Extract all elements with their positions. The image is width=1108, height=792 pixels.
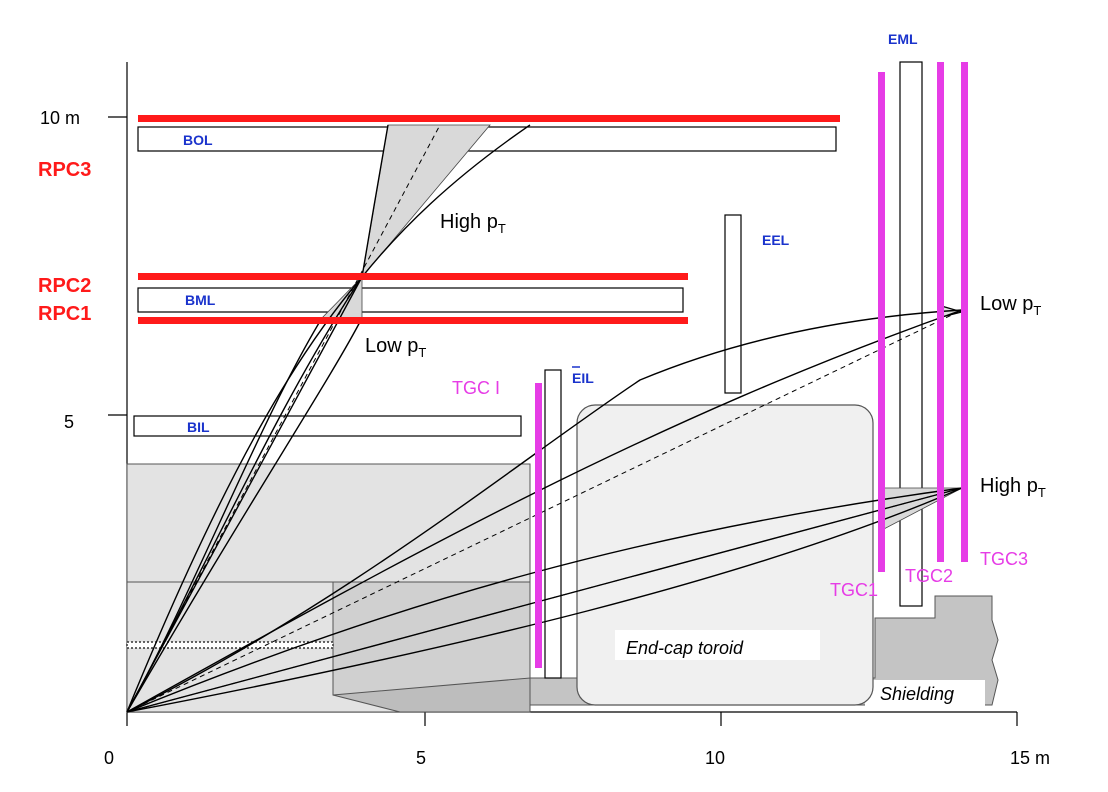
tgc-labels: TGC I TGC1 TGC2 TGC3 [452,378,1028,600]
chamber-labels: BOL BML BIL EEL EML EIL [183,31,918,435]
bml-chamber [137,287,684,313]
toroid-label: End-cap toroid [626,638,744,658]
toroid-label-bg [615,630,820,660]
endcap-track-5 [126,487,963,713]
x-tick-label-15: 15 m [1010,748,1050,768]
endcap-low-pt-label: Low pT [980,293,1041,318]
barrel-chambers [133,126,837,437]
axis-tick-labels: 0 5 10 15 m 5 10 m [40,108,1050,768]
endcap-track-2 [126,309,963,713]
tgc3-label: TGC3 [980,549,1028,569]
tgc-i-label: TGC I [452,378,500,398]
y-tick-label-10: 10 m [40,108,80,128]
trigger-roads [321,124,963,531]
rpc3-label: RPC3 [38,159,91,181]
rpc-layers [138,115,840,324]
x-tick-label-5: 5 [416,748,426,768]
y-tick-label-5: 5 [64,412,74,432]
bil-chamber [133,415,522,437]
bil-label: BIL [187,419,210,435]
rpc1-bar [138,317,688,324]
rpc3-bar [138,115,840,122]
forward-shield [332,677,531,713]
tgc-i-bar [535,383,542,668]
dashed-line-endcap-low [126,309,963,713]
hatched-layer [126,641,334,649]
tgc3-bar [961,62,968,562]
rpc1-label: RPC1 [38,303,91,325]
eil-label: EIL [572,370,594,386]
bol-label: BOL [183,132,213,148]
rpc-labels: RPC3 RPC2 RPC1 [38,159,91,325]
eml-label: EML [888,31,918,47]
shielding-label-bg [865,680,985,708]
shielding-block [529,595,999,706]
tgc1-label: TGC1 [830,580,878,600]
x-tick-label-0: 0 [104,748,114,768]
barrel-track-a [126,124,531,713]
bml-label: BML [185,292,216,308]
tgc2-bar [937,62,944,562]
pt-labels: High pT Low pT Low pT High pT [365,211,1046,500]
shielding-label: Shielding [880,684,954,704]
tgc-layers [535,62,968,668]
barrel-track-e [126,317,363,713]
shielding: Shielding [529,595,999,708]
eml-chamber [899,61,923,607]
endcap-track-4 [126,487,963,713]
endcap-toroid: End-cap toroid [576,404,874,706]
barrel-track-b [126,124,389,713]
tgc1-bar [878,72,885,572]
x-tick-label-10: 10 [705,748,725,768]
bol-chamber [137,126,837,152]
tgc2-label: TGC2 [905,566,953,586]
rpc2-label: RPC2 [38,275,91,297]
dashed-line-barrel [126,124,441,713]
endcap-high-pt-label: High pT [980,475,1046,500]
eil-chamber [544,369,562,679]
barrel-high-pt-label: High pT [440,211,506,236]
dashed-line-endcap-high [126,487,963,713]
dashed-reference-lines [126,124,963,713]
rpc2-bar [138,273,688,280]
endcap-track-1 [126,309,963,713]
barrel-low-pt-label: Low pT [365,335,426,360]
eel-chamber [724,214,742,394]
eel-label: EEL [762,232,790,248]
